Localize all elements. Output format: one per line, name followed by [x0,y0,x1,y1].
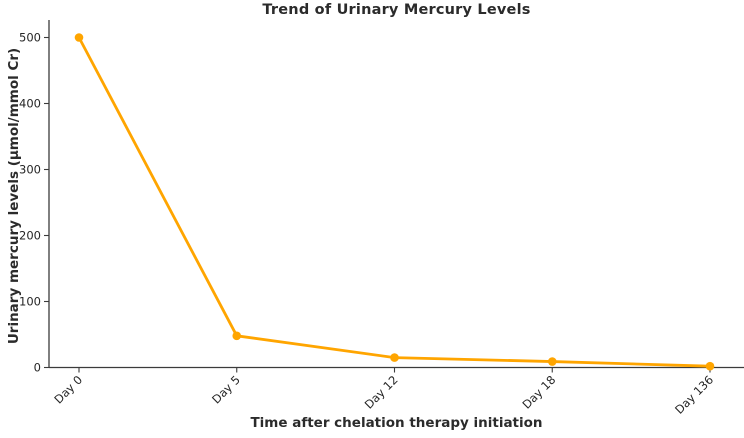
x-axis-label: Time after chelation therapy initiation [250,415,543,431]
x-tick-label: Day 136 [672,373,716,417]
y-tick-label: 0 [34,361,41,375]
y-tick-label: 300 [19,163,41,177]
y-tick-label: 500 [19,31,41,45]
data-line [77,36,712,368]
x-tick-label: Day 12 [362,373,401,412]
x-tick-label: Day 18 [519,373,558,412]
data-point [232,331,242,341]
x-tick-label: Day 0 [51,373,85,407]
data-point [390,353,399,362]
x-tick-label: Day 5 [209,373,243,407]
data-point [74,33,84,42]
chart-title: Trend of Urinary Mercury Levels [262,2,531,18]
y-tick-label: 400 [19,97,41,111]
data-point [705,361,715,371]
y-tick-label: 200 [19,229,41,243]
y-tick-label: 100 [19,295,41,309]
data-point [547,357,557,366]
